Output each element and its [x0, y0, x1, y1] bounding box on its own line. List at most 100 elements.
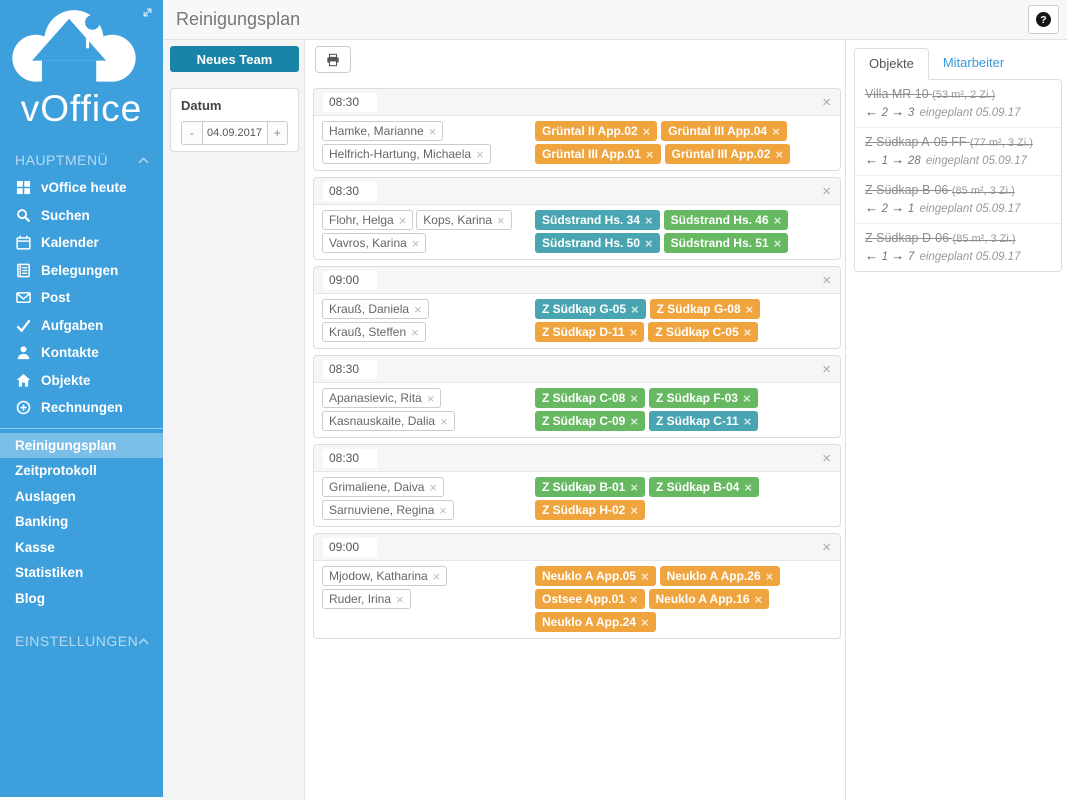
- object-list-item[interactable]: Villa MR 10 (53 m², 2 Zi.) ← 2 → 3 eingep…: [855, 80, 1061, 127]
- tab-mitarbeiter[interactable]: Mitarbeiter: [942, 55, 1005, 70]
- remove-object-icon[interactable]: ×: [630, 479, 638, 495]
- team-close-icon[interactable]: ×: [822, 182, 831, 200]
- object-tag[interactable]: Südstrand Hs. 50 ×: [535, 233, 660, 253]
- team-close-icon[interactable]: ×: [822, 538, 831, 556]
- remove-member-icon[interactable]: ×: [440, 413, 448, 429]
- member-chip[interactable]: Grimaliene, Daiva ×: [322, 477, 444, 497]
- object-tag[interactable]: Ostsee App.01 ×: [535, 589, 645, 609]
- object-tag[interactable]: Neuklo A App.05 ×: [535, 566, 656, 586]
- remove-object-icon[interactable]: ×: [645, 235, 653, 251]
- object-tag[interactable]: Neuklo A App.16 ×: [648, 589, 770, 609]
- sidebar-item-kalender[interactable]: Kalender: [0, 229, 163, 257]
- object-tag[interactable]: Grüntal II App.02 ×: [535, 121, 658, 141]
- member-chip[interactable]: Flohr, Helga ×: [322, 210, 414, 230]
- member-chip[interactable]: Sarnuviene, Regina ×: [322, 500, 454, 520]
- object-tag[interactable]: Südstrand Hs. 46 ×: [663, 210, 789, 230]
- team-close-icon[interactable]: ×: [822, 93, 831, 111]
- remove-member-icon[interactable]: ×: [428, 123, 437, 139]
- print-button[interactable]: [315, 46, 351, 73]
- object-tag[interactable]: Grüntal III App.04 ×: [661, 121, 787, 141]
- object-tag[interactable]: Z Südkap B-01 ×: [535, 477, 645, 497]
- sidebar-section-einstellungen[interactable]: EINSTELLUNGEN: [0, 625, 163, 655]
- remove-object-icon[interactable]: ×: [641, 614, 649, 630]
- team-time-input[interactable]: 09:00: [323, 270, 377, 290]
- remove-member-icon[interactable]: ×: [411, 235, 420, 251]
- sidebar-item-statistiken[interactable]: Statistiken: [0, 560, 163, 586]
- member-chip[interactable]: Ruder, Irina ×: [322, 589, 411, 609]
- member-chip[interactable]: Kasnauskaite, Dalia ×: [322, 411, 455, 431]
- sidebar-item-blog[interactable]: Blog: [0, 586, 163, 612]
- remove-object-icon[interactable]: ×: [765, 568, 774, 584]
- member-chip[interactable]: Mjodow, Katharina ×: [322, 566, 448, 586]
- remove-object-icon[interactable]: ×: [754, 591, 763, 607]
- remove-object-icon[interactable]: ×: [775, 146, 783, 162]
- date-plus-button[interactable]: +: [266, 121, 288, 145]
- object-tag[interactable]: Neuklo A App.26 ×: [659, 566, 781, 586]
- object-list-item[interactable]: Z Südkap B-06 (85 m², 3 Zi.) ← 2 → 1 eing…: [855, 175, 1061, 223]
- team-time-input[interactable]: 08:30: [323, 448, 377, 468]
- remove-object-icon[interactable]: ×: [630, 390, 638, 406]
- remove-object-icon[interactable]: ×: [641, 568, 649, 584]
- remove-member-icon[interactable]: ×: [398, 212, 407, 228]
- tab-objekte[interactable]: Objekte: [854, 48, 929, 80]
- object-list-item[interactable]: Z Südkap A-05 FF (77 m², 3 Zi.) ← 1 → 28 …: [855, 127, 1061, 175]
- member-chip[interactable]: Apanasievic, Rita ×: [322, 388, 442, 408]
- remove-object-icon[interactable]: ×: [742, 390, 751, 406]
- remove-object-icon[interactable]: ×: [630, 413, 638, 429]
- team-time-input[interactable]: 08:30: [323, 92, 377, 112]
- remove-member-icon[interactable]: ×: [396, 591, 404, 607]
- remove-object-icon[interactable]: ×: [743, 413, 752, 429]
- team-time-input[interactable]: 08:30: [323, 181, 377, 201]
- sidebar-item-auslagen[interactable]: Auslagen: [0, 484, 163, 510]
- remove-member-icon[interactable]: ×: [429, 479, 437, 495]
- team-time-input[interactable]: 08:30: [323, 359, 377, 379]
- object-tag[interactable]: Z Südkap G-08 ×: [649, 299, 761, 319]
- member-chip[interactable]: Kops, Karina ×: [416, 210, 512, 230]
- sidebar-item-banking[interactable]: Banking: [0, 509, 163, 535]
- sidebar-item-objekte[interactable]: Objekte: [0, 367, 163, 395]
- remove-member-icon[interactable]: ×: [497, 212, 505, 228]
- object-tag[interactable]: Grüntal III App.01 ×: [535, 144, 661, 164]
- sidebar-item-voffice-heute[interactable]: vOffice heute: [0, 174, 163, 202]
- date-input[interactable]: [202, 121, 267, 145]
- member-chip[interactable]: Helfrich-Hartung, Michaela ×: [322, 144, 491, 164]
- remove-object-icon[interactable]: ×: [743, 324, 752, 340]
- sidebar-item-belegungen[interactable]: Belegungen: [0, 257, 163, 285]
- object-tag[interactable]: Südstrand Hs. 34 ×: [535, 210, 660, 230]
- remove-object-icon[interactable]: ×: [773, 235, 782, 251]
- member-chip[interactable]: Krauß, Steffen ×: [322, 322, 426, 342]
- remove-object-icon[interactable]: ×: [629, 591, 638, 607]
- remove-member-icon[interactable]: ×: [411, 324, 419, 340]
- object-tag[interactable]: Z Südkap C-11 ×: [648, 411, 759, 431]
- team-time-input[interactable]: 09:00: [323, 537, 377, 557]
- object-tag[interactable]: Südstrand Hs. 51 ×: [663, 233, 789, 253]
- remove-object-icon[interactable]: ×: [645, 212, 653, 228]
- object-tag[interactable]: Z Südkap B-04 ×: [648, 477, 759, 497]
- help-button[interactable]: ?: [1028, 5, 1059, 34]
- sidebar-item-suchen[interactable]: Suchen: [0, 202, 163, 230]
- remove-object-icon[interactable]: ×: [630, 502, 638, 518]
- remove-object-icon[interactable]: ×: [645, 146, 654, 162]
- remove-object-icon[interactable]: ×: [773, 212, 782, 228]
- object-tag[interactable]: Grüntal III App.02 ×: [664, 144, 790, 164]
- remove-object-icon[interactable]: ×: [772, 123, 780, 139]
- object-tag[interactable]: Z Südkap H-02 ×: [535, 500, 645, 520]
- remove-member-icon[interactable]: ×: [426, 390, 435, 406]
- sidebar-item-reinigungsplan[interactable]: Reinigungsplan: [0, 432, 163, 458]
- date-minus-button[interactable]: -: [181, 121, 203, 145]
- sidebar-item-post[interactable]: Post: [0, 284, 163, 312]
- remove-member-icon[interactable]: ×: [432, 568, 441, 584]
- object-tag[interactable]: Z Südkap C-05 ×: [648, 322, 759, 342]
- remove-object-icon[interactable]: ×: [744, 479, 752, 495]
- remove-object-icon[interactable]: ×: [642, 123, 651, 139]
- sidebar-item-aufgaben[interactable]: Aufgaben: [0, 312, 163, 340]
- remove-member-icon[interactable]: ×: [439, 502, 447, 518]
- member-chip[interactable]: Hamke, Marianne ×: [322, 121, 444, 141]
- remove-member-icon[interactable]: ×: [414, 301, 422, 317]
- remove-member-icon[interactable]: ×: [476, 146, 484, 162]
- sidebar-item-kontakte[interactable]: Kontakte: [0, 339, 163, 367]
- sidebar-item-zeitprotokoll[interactable]: Zeitprotokoll: [0, 458, 163, 484]
- object-tag[interactable]: Neuklo A App.24 ×: [535, 612, 656, 632]
- object-tag[interactable]: Z Südkap C-09 ×: [535, 411, 645, 431]
- object-tag[interactable]: Z Südkap D-11 ×: [535, 322, 645, 342]
